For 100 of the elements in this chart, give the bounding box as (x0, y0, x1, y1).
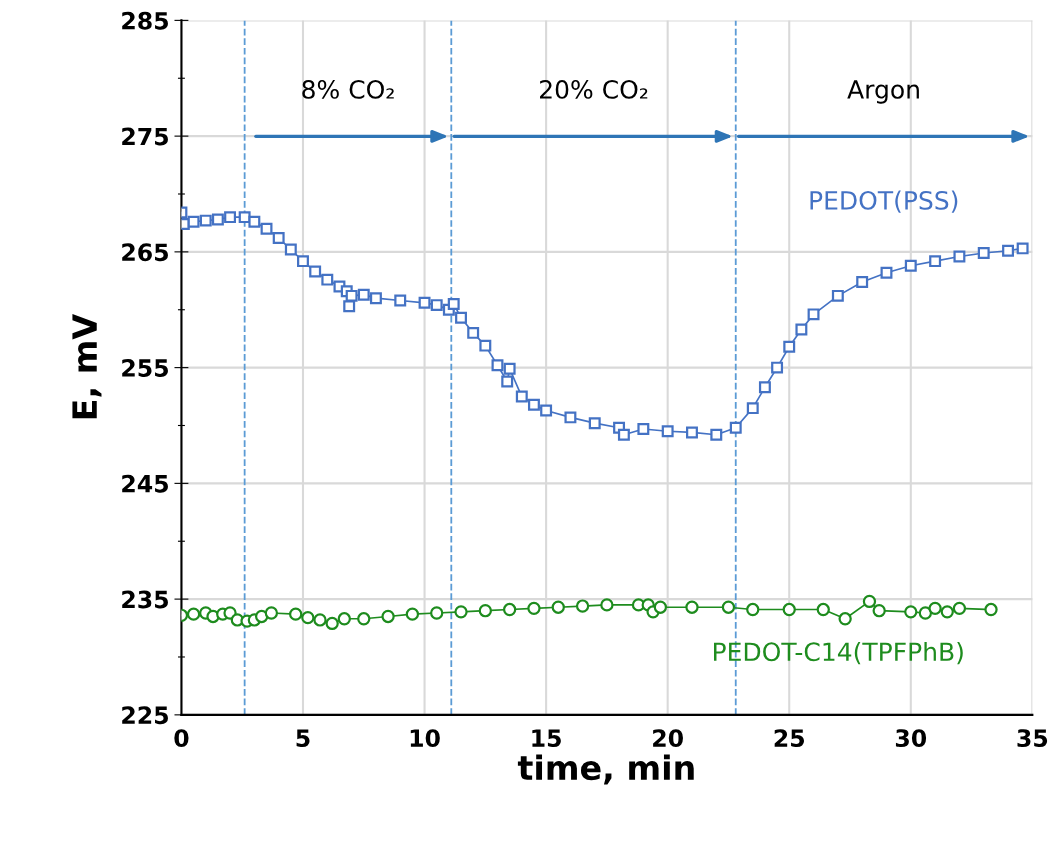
point (325, 616, 339, 631)
point (838, 612, 852, 626)
point (501, 375, 514, 388)
point (929, 255, 942, 268)
point (467, 326, 480, 339)
x-tick-label: 25 (774, 729, 805, 748)
point (479, 339, 492, 352)
point (211, 213, 224, 226)
point (904, 259, 917, 272)
point (551, 600, 565, 614)
point (1016, 242, 1029, 255)
point (795, 323, 808, 336)
point (369, 292, 382, 305)
point (478, 604, 492, 618)
x-tick-label: 20 (653, 729, 683, 748)
point (455, 311, 467, 324)
point (771, 361, 784, 374)
point (187, 215, 200, 228)
x-tick-label: 30 (895, 729, 927, 748)
point (856, 275, 869, 288)
point (783, 340, 796, 353)
point (405, 607, 420, 621)
point (977, 247, 990, 259)
point (430, 299, 443, 312)
point (199, 214, 212, 227)
point (313, 613, 327, 627)
point (272, 232, 285, 244)
point (515, 390, 528, 403)
point (782, 602, 796, 617)
point (746, 602, 760, 617)
point (600, 598, 614, 612)
point (337, 612, 351, 626)
point (430, 606, 444, 620)
point (661, 425, 674, 438)
point (540, 404, 553, 417)
y-axis-title: E, mV (72, 313, 102, 419)
point (454, 605, 468, 619)
point (984, 602, 998, 617)
point (248, 215, 261, 228)
point (685, 600, 699, 614)
point (729, 421, 742, 434)
point (527, 601, 541, 616)
annotation: Argon (847, 80, 919, 104)
point (255, 609, 269, 624)
point (880, 266, 893, 279)
point (862, 594, 877, 609)
point (617, 428, 630, 441)
annotation: 8% CO₂ (302, 79, 394, 99)
point (710, 428, 723, 441)
point (381, 609, 395, 624)
point (289, 607, 303, 621)
y-tick-label: 275 (122, 127, 168, 146)
point (831, 289, 844, 302)
point (224, 211, 237, 224)
point (491, 359, 504, 372)
point (345, 289, 358, 302)
point (746, 402, 759, 415)
y-tick-label: 225 (122, 706, 168, 725)
point (940, 605, 954, 619)
point (357, 288, 370, 301)
point (264, 606, 279, 620)
point (394, 294, 407, 307)
point (721, 600, 736, 614)
point (297, 255, 309, 268)
point (527, 398, 540, 411)
point (952, 601, 967, 616)
series-label: PEDOT(PSS) (810, 190, 958, 213)
point (301, 610, 315, 625)
x-tick-label: 10 (410, 729, 440, 748)
point (447, 297, 460, 310)
point (284, 243, 297, 256)
point (186, 607, 201, 621)
point (564, 411, 577, 424)
y-tick-label: 265 (122, 243, 168, 262)
series-label: PEDOT-C14(TPFPhB) (714, 641, 963, 665)
y-tick-label: 255 (122, 359, 168, 377)
x-axis-title: time, min (517, 754, 694, 785)
point (418, 296, 431, 309)
point (816, 602, 830, 617)
point (343, 300, 356, 313)
point (918, 606, 933, 620)
x-tick-label: 35 (1017, 729, 1048, 748)
point (686, 426, 698, 439)
point (637, 422, 650, 435)
point (575, 599, 590, 613)
point (588, 417, 601, 430)
point (309, 265, 322, 278)
point (502, 602, 517, 617)
point (904, 605, 918, 619)
point (953, 250, 966, 263)
point (1002, 244, 1015, 257)
x-tick-label: 15 (532, 729, 561, 748)
point (260, 222, 273, 235)
point (758, 381, 771, 394)
point (321, 273, 334, 286)
point (872, 604, 886, 618)
point (928, 601, 942, 616)
point (653, 600, 668, 614)
annotation: 20% CO₂ (540, 79, 648, 99)
x-tick-label: 0 (174, 729, 189, 748)
